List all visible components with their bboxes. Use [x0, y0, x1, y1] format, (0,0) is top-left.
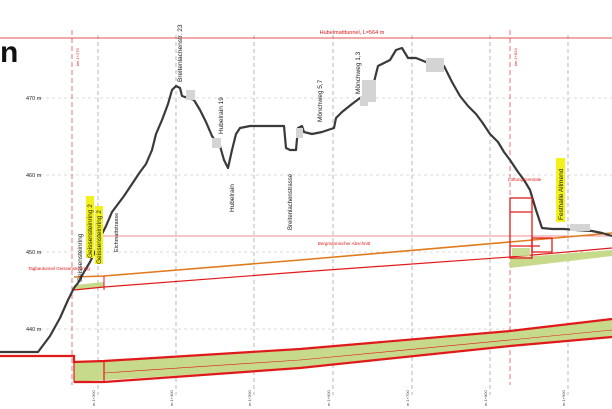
street-label-moenchweg-13: Mönchweg 1,3: [355, 51, 362, 94]
elevation-label-450: 450 m: [26, 250, 42, 256]
street-label-festhalle-allmend: Festhalle Allmend: [558, 168, 565, 220]
street-label-geissensteinring-2b: Geissensteinring 2: [96, 210, 103, 264]
km-label-end: km 1+824: [513, 48, 518, 66]
street-label-eichmattstrasse: Eichmattstrasse: [114, 213, 120, 252]
building-box-1: [186, 90, 195, 100]
station-label-1900: m 1+900: [561, 390, 566, 406]
station-label-1300: m 1+300: [91, 390, 96, 406]
street-label-hubelrain: Hubelrain: [229, 184, 236, 212]
tube-upper-fill-end: [510, 250, 612, 268]
tunnel-title: Hubelmatttunnel, L=564 m: [320, 30, 385, 36]
highlight-festhalle: [556, 158, 565, 222]
building-box-5: [362, 80, 376, 102]
highlight-geissensteinring-a: [86, 196, 94, 258]
station-label-1600: m 1+600: [326, 390, 331, 406]
buildings: [186, 58, 590, 231]
street-label-breitenlachenstrasse: Breitenlachenstrasse: [288, 173, 294, 230]
corner-letter: n: [0, 36, 18, 69]
street-label-hubelrain-19: Hubelrain 19: [218, 97, 225, 134]
tube-lower-inner: [103, 329, 612, 374]
tube-upper-top: [73, 232, 612, 278]
building-box-2: [212, 138, 221, 148]
tube-lower-bottom: [74, 335, 612, 384]
km-label-start: km 1+279: [75, 48, 80, 66]
terrain-profile: [0, 46, 612, 354]
station-label-1800: m 1+800: [483, 390, 488, 406]
building-box-6: [426, 58, 444, 72]
level-lines: [40, 97, 612, 330]
street-label-breitenlachenstr-23: Breitenlachenstr. 23: [177, 24, 184, 82]
tagbau-label: Tagbautunnel Geissensteinring: [28, 266, 90, 271]
tube-upper-bottom: [73, 247, 612, 291]
lueftungszentrale-structure: [509, 197, 553, 259]
station-label-1400: m 1+400: [169, 390, 174, 406]
street-label-geissensteinring: Geissensteinring: [77, 233, 84, 282]
lueftung-annex: [531, 237, 553, 253]
building-box-7: [570, 224, 590, 231]
lueftung-fill: [512, 248, 530, 256]
station-gridlines: [97, 35, 569, 395]
street-label-geissensteinring-2a: Geissensteinring 2: [87, 204, 94, 258]
street-highlights: [86, 158, 565, 264]
elevation-label-440: 440 m: [26, 327, 42, 333]
building-box-3: [296, 128, 303, 138]
elevation-label-470: 470 m: [26, 96, 42, 102]
bergmaennisch-label: Bergmännischer Abschnitt: [318, 241, 371, 246]
elevation-label-460: 460 m: [26, 173, 42, 179]
lueftung-label: Lüftungszentrale: [508, 177, 542, 182]
station-label-1700: m 1+700: [405, 390, 410, 406]
highlight-geissensteinring-b: [95, 206, 103, 264]
tube-upper-fill: [74, 282, 104, 290]
station-label-1500: m 1+500: [247, 390, 252, 406]
street-label-moenchweg-57: Mönchweg 5,7: [317, 79, 324, 122]
lueftung-tower: [509, 197, 533, 259]
